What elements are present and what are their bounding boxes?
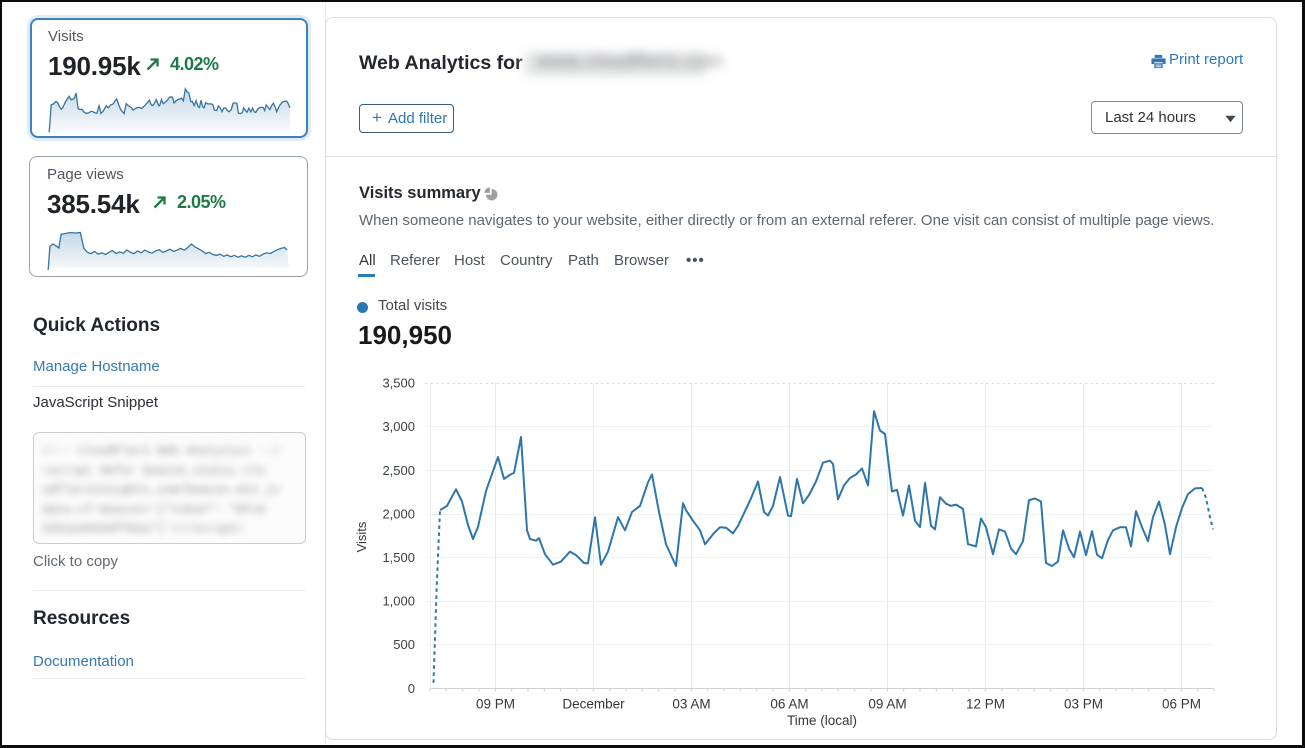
svg-text:Visits: Visits [354, 521, 369, 552]
svg-text:3,000: 3,000 [382, 419, 415, 434]
svg-text:December: December [562, 697, 625, 712]
svg-text:03 AM: 03 AM [672, 697, 710, 712]
svg-text:2,500: 2,500 [382, 463, 415, 478]
svg-text:3,500: 3,500 [382, 376, 415, 391]
svg-text:1,000: 1,000 [382, 594, 415, 609]
svg-text:1,500: 1,500 [382, 550, 415, 565]
svg-text:03 PM: 03 PM [1064, 697, 1103, 712]
svg-text:500: 500 [393, 637, 415, 652]
svg-text:Time (local): Time (local) [787, 713, 857, 728]
svg-text:2,000: 2,000 [382, 507, 415, 522]
svg-text:12 PM: 12 PM [966, 697, 1005, 712]
svg-text:06 PM: 06 PM [1162, 697, 1201, 712]
svg-text:06 AM: 06 AM [770, 697, 808, 712]
svg-text:09 PM: 09 PM [476, 697, 515, 712]
svg-text:0: 0 [408, 681, 415, 696]
svg-text:09 AM: 09 AM [868, 697, 906, 712]
